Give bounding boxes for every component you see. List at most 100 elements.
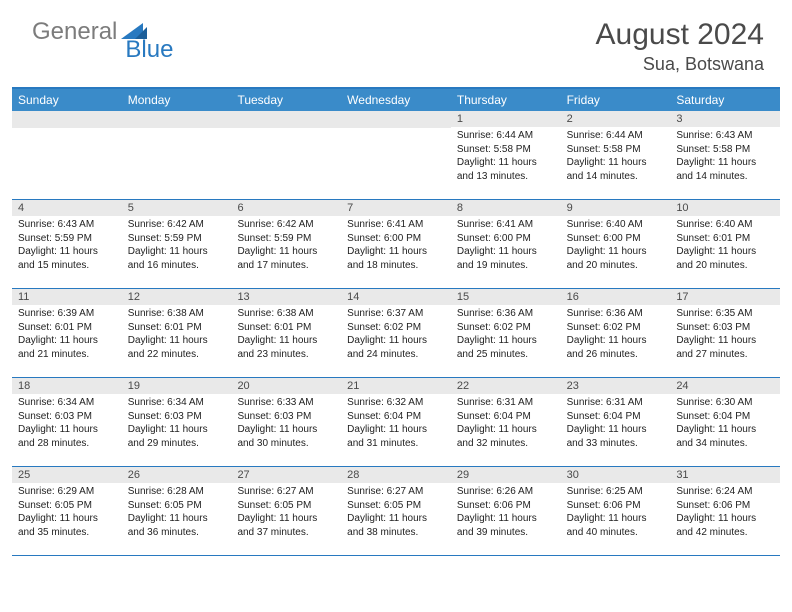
weekday-friday: Friday (561, 89, 671, 111)
daylight-text: Daylight: 11 hours and 32 minutes. (457, 423, 555, 450)
day-content: Sunrise: 6:41 AMSunset: 6:00 PMDaylight:… (451, 216, 561, 276)
day-number: 20 (231, 378, 341, 394)
day-content: Sunrise: 6:34 AMSunset: 6:03 PMDaylight:… (12, 394, 122, 454)
day-number: 12 (122, 289, 232, 305)
day-cell: 4Sunrise: 6:43 AMSunset: 5:59 PMDaylight… (12, 200, 122, 288)
sunset-text: Sunset: 6:03 PM (237, 410, 335, 424)
weekday-sunday: Sunday (12, 89, 122, 111)
day-cell: 14Sunrise: 6:37 AMSunset: 6:02 PMDayligh… (341, 289, 451, 377)
sunrise-text: Sunrise: 6:32 AM (347, 396, 445, 410)
sunrise-text: Sunrise: 6:40 AM (676, 218, 774, 232)
daylight-text: Daylight: 11 hours and 13 minutes. (457, 156, 555, 183)
day-content: Sunrise: 6:36 AMSunset: 6:02 PMDaylight:… (561, 305, 671, 365)
day-cell: 9Sunrise: 6:40 AMSunset: 6:00 PMDaylight… (561, 200, 671, 288)
day-content: Sunrise: 6:38 AMSunset: 6:01 PMDaylight:… (122, 305, 232, 365)
day-content: Sunrise: 6:44 AMSunset: 5:58 PMDaylight:… (451, 127, 561, 187)
day-cell: 10Sunrise: 6:40 AMSunset: 6:01 PMDayligh… (670, 200, 780, 288)
daylight-text: Daylight: 11 hours and 38 minutes. (347, 512, 445, 539)
sunrise-text: Sunrise: 6:27 AM (347, 485, 445, 499)
day-number: 6 (231, 200, 341, 216)
sunrise-text: Sunrise: 6:41 AM (457, 218, 555, 232)
daylight-text: Daylight: 11 hours and 27 minutes. (676, 334, 774, 361)
day-content: Sunrise: 6:38 AMSunset: 6:01 PMDaylight:… (231, 305, 341, 365)
day-cell: 13Sunrise: 6:38 AMSunset: 6:01 PMDayligh… (231, 289, 341, 377)
day-cell: 3Sunrise: 6:43 AMSunset: 5:58 PMDaylight… (670, 111, 780, 199)
daylight-text: Daylight: 11 hours and 22 minutes. (128, 334, 226, 361)
daylight-text: Daylight: 11 hours and 20 minutes. (567, 245, 665, 272)
day-number: 3 (670, 111, 780, 127)
daylight-text: Daylight: 11 hours and 20 minutes. (676, 245, 774, 272)
sunrise-text: Sunrise: 6:28 AM (128, 485, 226, 499)
day-number: 22 (451, 378, 561, 394)
sunrise-text: Sunrise: 6:34 AM (18, 396, 116, 410)
day-cell (231, 111, 341, 199)
logo-text-blue: Blue (125, 36, 173, 64)
day-number: 27 (231, 467, 341, 483)
day-content: Sunrise: 6:31 AMSunset: 6:04 PMDaylight:… (561, 394, 671, 454)
daylight-text: Daylight: 11 hours and 23 minutes. (237, 334, 335, 361)
sunset-text: Sunset: 5:58 PM (676, 143, 774, 157)
sunset-text: Sunset: 5:58 PM (567, 143, 665, 157)
sunset-text: Sunset: 6:04 PM (347, 410, 445, 424)
day-content: Sunrise: 6:42 AMSunset: 5:59 PMDaylight:… (231, 216, 341, 276)
day-cell: 19Sunrise: 6:34 AMSunset: 6:03 PMDayligh… (122, 378, 232, 466)
weekday-monday: Monday (122, 89, 232, 111)
day-content: Sunrise: 6:37 AMSunset: 6:02 PMDaylight:… (341, 305, 451, 365)
sunset-text: Sunset: 5:58 PM (457, 143, 555, 157)
daylight-text: Daylight: 11 hours and 39 minutes. (457, 512, 555, 539)
sunset-text: Sunset: 6:00 PM (457, 232, 555, 246)
sunrise-text: Sunrise: 6:39 AM (18, 307, 116, 321)
weekday-thursday: Thursday (451, 89, 561, 111)
day-number: 26 (122, 467, 232, 483)
sunrise-text: Sunrise: 6:41 AM (347, 218, 445, 232)
sunset-text: Sunset: 5:59 PM (18, 232, 116, 246)
day-number: 23 (561, 378, 671, 394)
daylight-text: Daylight: 11 hours and 17 minutes. (237, 245, 335, 272)
daylight-text: Daylight: 11 hours and 21 minutes. (18, 334, 116, 361)
day-cell: 22Sunrise: 6:31 AMSunset: 6:04 PMDayligh… (451, 378, 561, 466)
day-cell: 15Sunrise: 6:36 AMSunset: 6:02 PMDayligh… (451, 289, 561, 377)
day-content: Sunrise: 6:40 AMSunset: 6:01 PMDaylight:… (670, 216, 780, 276)
day-cell: 26Sunrise: 6:28 AMSunset: 6:05 PMDayligh… (122, 467, 232, 555)
sunrise-text: Sunrise: 6:42 AM (237, 218, 335, 232)
day-number: 5 (122, 200, 232, 216)
daylight-text: Daylight: 11 hours and 42 minutes. (676, 512, 774, 539)
daylight-text: Daylight: 11 hours and 31 minutes. (347, 423, 445, 450)
daylight-text: Daylight: 11 hours and 14 minutes. (676, 156, 774, 183)
day-content: Sunrise: 6:34 AMSunset: 6:03 PMDaylight:… (122, 394, 232, 454)
day-content: Sunrise: 6:43 AMSunset: 5:59 PMDaylight:… (12, 216, 122, 276)
sunset-text: Sunset: 6:03 PM (128, 410, 226, 424)
day-number: 8 (451, 200, 561, 216)
sunrise-text: Sunrise: 6:25 AM (567, 485, 665, 499)
day-cell: 1Sunrise: 6:44 AMSunset: 5:58 PMDaylight… (451, 111, 561, 199)
daylight-text: Daylight: 11 hours and 36 minutes. (128, 512, 226, 539)
day-cell: 28Sunrise: 6:27 AMSunset: 6:05 PMDayligh… (341, 467, 451, 555)
sunrise-text: Sunrise: 6:31 AM (457, 396, 555, 410)
daylight-text: Daylight: 11 hours and 29 minutes. (128, 423, 226, 450)
day-cell: 17Sunrise: 6:35 AMSunset: 6:03 PMDayligh… (670, 289, 780, 377)
day-cell: 16Sunrise: 6:36 AMSunset: 6:02 PMDayligh… (561, 289, 671, 377)
day-number: 7 (341, 200, 451, 216)
daylight-text: Daylight: 11 hours and 24 minutes. (347, 334, 445, 361)
day-number: 1 (451, 111, 561, 127)
sunrise-text: Sunrise: 6:24 AM (676, 485, 774, 499)
daylight-text: Daylight: 11 hours and 25 minutes. (457, 334, 555, 361)
day-number: 29 (451, 467, 561, 483)
month-title: August 2024 (596, 18, 764, 52)
sunrise-text: Sunrise: 6:34 AM (128, 396, 226, 410)
day-content: Sunrise: 6:33 AMSunset: 6:03 PMDaylight:… (231, 394, 341, 454)
day-cell: 24Sunrise: 6:30 AMSunset: 6:04 PMDayligh… (670, 378, 780, 466)
day-content: Sunrise: 6:25 AMSunset: 6:06 PMDaylight:… (561, 483, 671, 543)
day-content: Sunrise: 6:29 AMSunset: 6:05 PMDaylight:… (12, 483, 122, 543)
day-number: 14 (341, 289, 451, 305)
day-content: Sunrise: 6:44 AMSunset: 5:58 PMDaylight:… (561, 127, 671, 187)
sunrise-text: Sunrise: 6:35 AM (676, 307, 774, 321)
day-content: Sunrise: 6:41 AMSunset: 6:00 PMDaylight:… (341, 216, 451, 276)
day-number (122, 111, 232, 128)
week-row: 25Sunrise: 6:29 AMSunset: 6:05 PMDayligh… (12, 467, 780, 556)
sunrise-text: Sunrise: 6:38 AM (237, 307, 335, 321)
day-cell: 31Sunrise: 6:24 AMSunset: 6:06 PMDayligh… (670, 467, 780, 555)
weekday-saturday: Saturday (670, 89, 780, 111)
day-cell (341, 111, 451, 199)
day-number: 2 (561, 111, 671, 127)
